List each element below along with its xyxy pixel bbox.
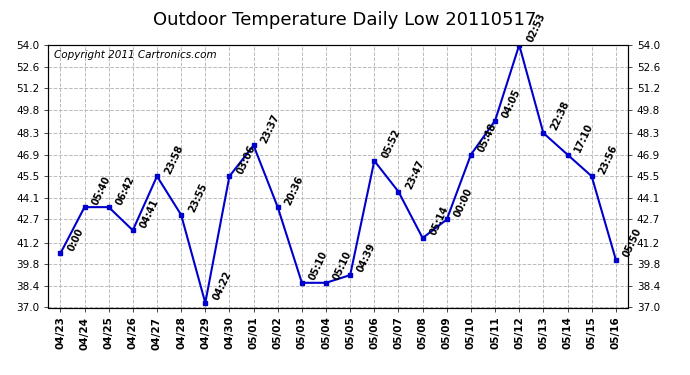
Text: 0:00: 0:00 (66, 226, 86, 253)
Text: 17:10: 17:10 (573, 122, 595, 154)
Text: 04:39: 04:39 (356, 242, 378, 274)
Text: 00:00: 00:00 (453, 186, 475, 219)
Text: 04:22: 04:22 (211, 270, 233, 302)
Text: Copyright 2011 Cartronics.com: Copyright 2011 Cartronics.com (54, 50, 217, 60)
Text: 23:56: 23:56 (598, 143, 620, 176)
Text: 05:40: 05:40 (90, 174, 112, 206)
Text: 23:47: 23:47 (404, 159, 426, 191)
Text: 05:10: 05:10 (332, 250, 354, 282)
Text: 05:52: 05:52 (380, 128, 402, 160)
Text: 22:38: 22:38 (549, 100, 571, 132)
Text: 05:10: 05:10 (308, 250, 330, 282)
Text: 05:14: 05:14 (428, 205, 451, 237)
Text: 02:53: 02:53 (525, 12, 547, 44)
Text: Outdoor Temperature Daily Low 20110517: Outdoor Temperature Daily Low 20110517 (153, 11, 537, 29)
Text: 05:50: 05:50 (622, 226, 644, 259)
Text: 04:05: 04:05 (501, 87, 523, 120)
Text: 23:58: 23:58 (163, 143, 185, 176)
Text: 23:37: 23:37 (259, 112, 282, 145)
Text: 05:48: 05:48 (477, 122, 499, 154)
Text: 06:42: 06:42 (115, 174, 137, 206)
Text: 03:06: 03:06 (235, 143, 257, 176)
Text: 20:36: 20:36 (284, 174, 306, 206)
Text: 23:55: 23:55 (187, 182, 209, 214)
Text: 04:41: 04:41 (139, 197, 161, 230)
